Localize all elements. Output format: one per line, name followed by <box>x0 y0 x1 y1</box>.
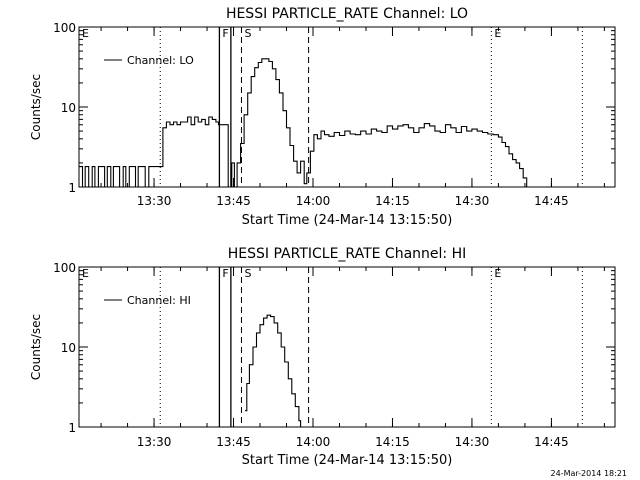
x-tick-label: 14:30 <box>455 194 490 208</box>
x-axis-label: Start Time (24-Mar-14 13:15:50) <box>242 453 453 468</box>
x-tick-label: 14:15 <box>375 194 410 208</box>
event-marker-label: E <box>82 27 89 40</box>
legend-entry: Channel: LO <box>127 54 194 67</box>
chart-title: HESSI PARTICLE_RATE Channel: LO <box>226 6 468 22</box>
event-marker-label: F <box>222 267 228 280</box>
x-tick-label: 14:30 <box>455 435 490 449</box>
x-tick-label: 14:00 <box>296 194 331 208</box>
event-marker-label: E <box>494 27 501 40</box>
legend-entry: Channel: HI <box>127 294 191 307</box>
plot-frame <box>78 26 616 188</box>
x-tick-label: 14:45 <box>534 435 569 449</box>
x-tick-label: 14:45 <box>534 194 569 208</box>
series-line-hi <box>245 314 302 427</box>
event-marker-label: F <box>222 27 228 40</box>
x-tick-label: 14:00 <box>296 435 331 449</box>
event-marker-label: S <box>244 27 251 40</box>
y-tick-label: 10 <box>61 341 76 355</box>
x-axis-label: Start Time (24-Mar-14 13:15:50) <box>242 213 453 228</box>
y-tick-label: 100 <box>53 261 76 275</box>
y-tick-label: 100 <box>53 21 76 35</box>
chart-panel-1: HESSI PARTICLE_RATE Channel: LO 1 10 100 13:… <box>29 6 616 228</box>
chart-panel-2: HESSI PARTICLE_RATE Channel: HI 1 10 100 13:… <box>29 246 616 468</box>
x-tick-label: 13:45 <box>216 194 251 208</box>
series-line-lo <box>79 58 615 188</box>
x-tick-label: 14:15 <box>375 435 410 449</box>
event-marker-label: E <box>82 267 89 280</box>
y-axis-label: Counts/sec <box>29 74 43 140</box>
event-marker-label: E <box>494 267 501 280</box>
y-axis-label: Counts/sec <box>29 314 43 380</box>
chart-title: HESSI PARTICLE_RATE Channel: HI <box>228 246 466 262</box>
x-tick-label: 13:30 <box>137 194 172 208</box>
y-tick-label: 1 <box>68 181 76 195</box>
y-tick-label: 10 <box>61 101 76 115</box>
x-tick-label: 13:30 <box>137 435 172 449</box>
y-tick-label: 1 <box>68 421 76 435</box>
event-marker-label: S <box>244 267 251 280</box>
x-tick-label: 13:45 <box>216 435 251 449</box>
plot-frame <box>78 266 616 428</box>
timestamp-footer: 24-Mar-2014 18:21 <box>551 469 628 478</box>
